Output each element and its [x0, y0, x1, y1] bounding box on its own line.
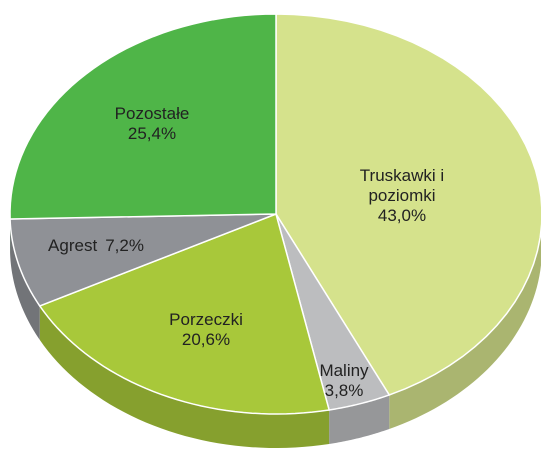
slice [275, 13, 541, 396]
slice-label: Truskawki i poziomki 43,0% [347, 166, 457, 226]
value-label: 7,2% [105, 236, 144, 255]
slice-label: Agrest 7,2% [44, 236, 148, 256]
slice-label: Maliny 3,8% [319, 361, 368, 401]
slice-side [10, 219, 40, 340]
slice [9, 13, 277, 220]
slice [275, 213, 391, 411]
category-label: Truskawki i poziomki [359, 166, 445, 205]
slice [38, 212, 331, 415]
category-label: Agrest [48, 236, 98, 255]
value-label: 20,6% [181, 330, 231, 349]
slice-label: Porzeczki 20,6% [169, 310, 243, 350]
category-label: Porzeczki [169, 310, 243, 329]
value-label: 43,0% [377, 206, 427, 225]
slice-side [389, 231, 541, 429]
value-label: 25,4% [127, 124, 177, 143]
slice-side [39, 305, 330, 448]
category-label: Pozostałe [114, 104, 190, 123]
value-label: 3,8% [324, 381, 364, 400]
slice-side [329, 394, 390, 444]
slice-label: Pozostałe 25,4% [115, 104, 190, 144]
slice [9, 213, 277, 307]
category-label: Maliny [319, 361, 369, 380]
